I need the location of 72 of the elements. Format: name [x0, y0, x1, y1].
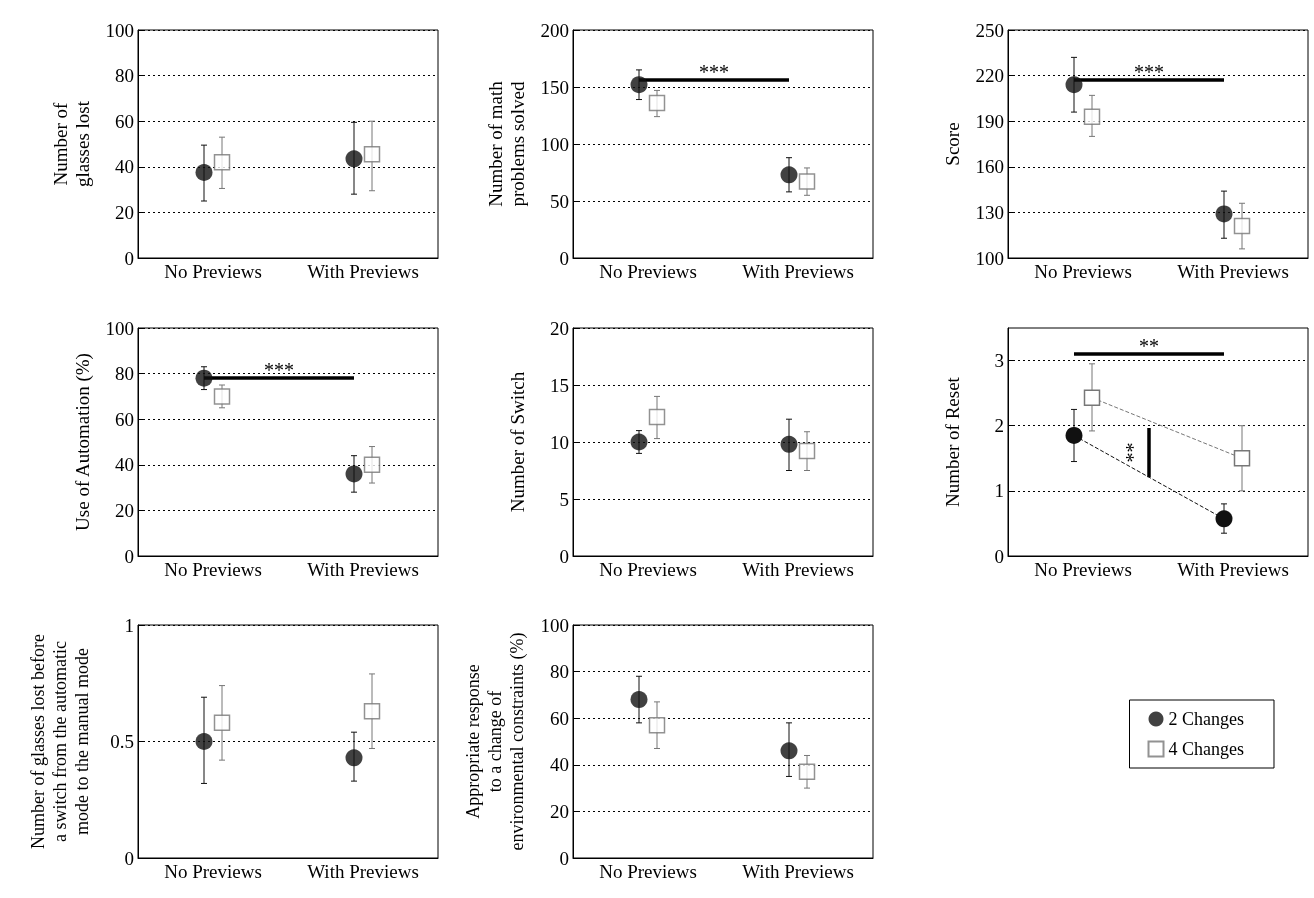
y-tick-label: 20	[550, 317, 569, 339]
annotation: **	[1122, 442, 1144, 463]
y-tick-label: 10	[550, 431, 569, 453]
y-tick-label: 40	[115, 454, 134, 476]
y-tick-label: 60	[115, 408, 134, 430]
x-tick-label: No Previews	[599, 861, 697, 882]
y-tick-label: 0	[994, 545, 1004, 567]
x-tick-label: With Previews	[307, 261, 419, 282]
y-tick-label: 1	[994, 480, 1004, 502]
y-tick-label: 0.5	[110, 731, 134, 752]
y-axis-title: Appropriate response to a change of environmental constraints (%)	[463, 632, 528, 851]
y-tick-label: 1	[124, 614, 134, 636]
y-tick-label: 0	[559, 247, 569, 269]
x-tick-label: No Previews	[1034, 261, 1132, 282]
annotation: ***	[699, 61, 729, 84]
y-axis-title: Number of Reset	[941, 376, 963, 507]
y-tick-label: 2	[994, 415, 1004, 437]
x-tick-label: No Previews	[164, 861, 262, 882]
y-axis-title: Use of Automation (%)	[71, 353, 94, 531]
y-tick-label: 80	[115, 65, 134, 87]
y-tick-label: 20	[115, 499, 134, 521]
y-tick-label: 80	[115, 363, 134, 385]
y-axis-title: Number of glasses lost before a switch from the automatic mode to the manual mode	[28, 634, 92, 849]
y-tick-label: 160	[975, 156, 1004, 178]
y-tick-label: 100	[105, 19, 134, 41]
y-tick-label: 5	[559, 488, 569, 510]
y-tick-label: 150	[540, 76, 569, 98]
x-tick-label: With Previews	[742, 261, 854, 282]
legend-label: 2 Changes	[1168, 709, 1245, 729]
x-tick-label: With Previews	[307, 559, 419, 580]
y-tick-label: 190	[975, 110, 1004, 132]
y-tick-label: 40	[115, 156, 134, 178]
x-tick-label: No Previews	[164, 261, 262, 282]
y-tick-label: 220	[975, 65, 1004, 87]
y-tick-label: 60	[550, 707, 569, 729]
y-tick-label: 20	[550, 800, 569, 822]
x-tick-label: With Previews	[1177, 559, 1289, 580]
y-axis-title: Number of math problems solved	[484, 80, 528, 207]
y-tick-label: 0	[124, 847, 134, 869]
y-tick-label: 130	[975, 201, 1004, 223]
x-tick-label: With Previews	[742, 559, 854, 580]
annotation: **	[1139, 334, 1159, 357]
y-tick-label: 100	[105, 317, 134, 339]
y-tick-label: 100	[540, 133, 569, 155]
x-tick-label: No Previews	[599, 559, 697, 580]
y-tick-label: 0	[559, 545, 569, 567]
y-tick-label: 0	[559, 847, 569, 869]
legend-label: 4 Changes	[1168, 739, 1245, 759]
y-tick-label: 100	[540, 614, 569, 636]
y-tick-label: 100	[975, 247, 1004, 269]
x-tick-label: With Previews	[1177, 261, 1289, 282]
y-tick-label: 20	[115, 201, 134, 223]
y-tick-label: 200	[540, 19, 569, 41]
y-tick-label: 250	[975, 19, 1004, 41]
y-axis-title: Number of Switch	[506, 371, 528, 513]
annotation: ***	[1134, 61, 1164, 84]
y-tick-label: 15	[550, 374, 569, 396]
x-tick-label: No Previews	[599, 261, 697, 282]
annotation: ***	[264, 359, 294, 382]
x-tick-label: With Previews	[307, 861, 419, 882]
x-tick-label: With Previews	[742, 861, 854, 882]
y-tick-label: 40	[550, 754, 569, 776]
y-tick-label: 80	[550, 661, 569, 683]
y-tick-label: 60	[115, 110, 134, 132]
x-tick-label: No Previews	[1034, 559, 1132, 580]
y-tick-label: 3	[994, 350, 1004, 372]
y-axis-title: Number of glasses lost	[49, 100, 93, 188]
y-tick-label: 0	[124, 545, 134, 567]
x-tick-label: No Previews	[164, 559, 262, 580]
y-axis-title: Score	[941, 122, 963, 166]
y-tick-label: 50	[550, 190, 569, 212]
y-tick-label: 0	[124, 247, 134, 269]
